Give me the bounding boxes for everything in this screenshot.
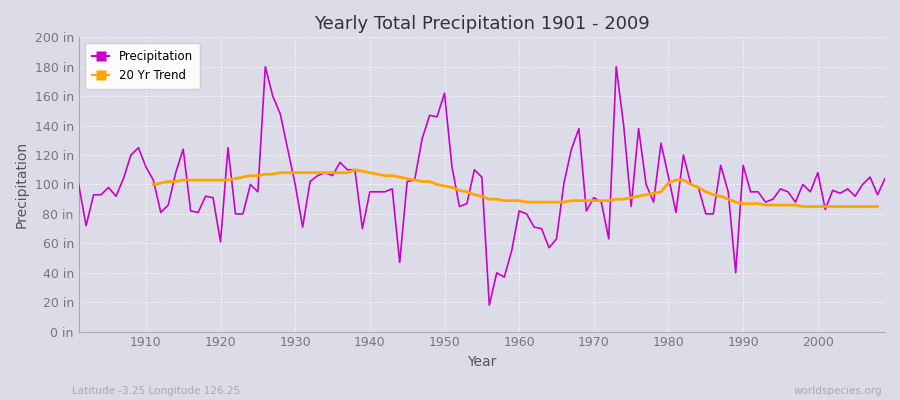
Legend: Precipitation, 20 Yr Trend: Precipitation, 20 Yr Trend [85,43,200,89]
Title: Yearly Total Precipitation 1901 - 2009: Yearly Total Precipitation 1901 - 2009 [314,15,650,33]
X-axis label: Year: Year [467,355,497,369]
Text: worldspecies.org: worldspecies.org [794,386,882,396]
Y-axis label: Precipitation: Precipitation [15,141,29,228]
Text: Latitude -3.25 Longitude 126.25: Latitude -3.25 Longitude 126.25 [72,386,240,396]
